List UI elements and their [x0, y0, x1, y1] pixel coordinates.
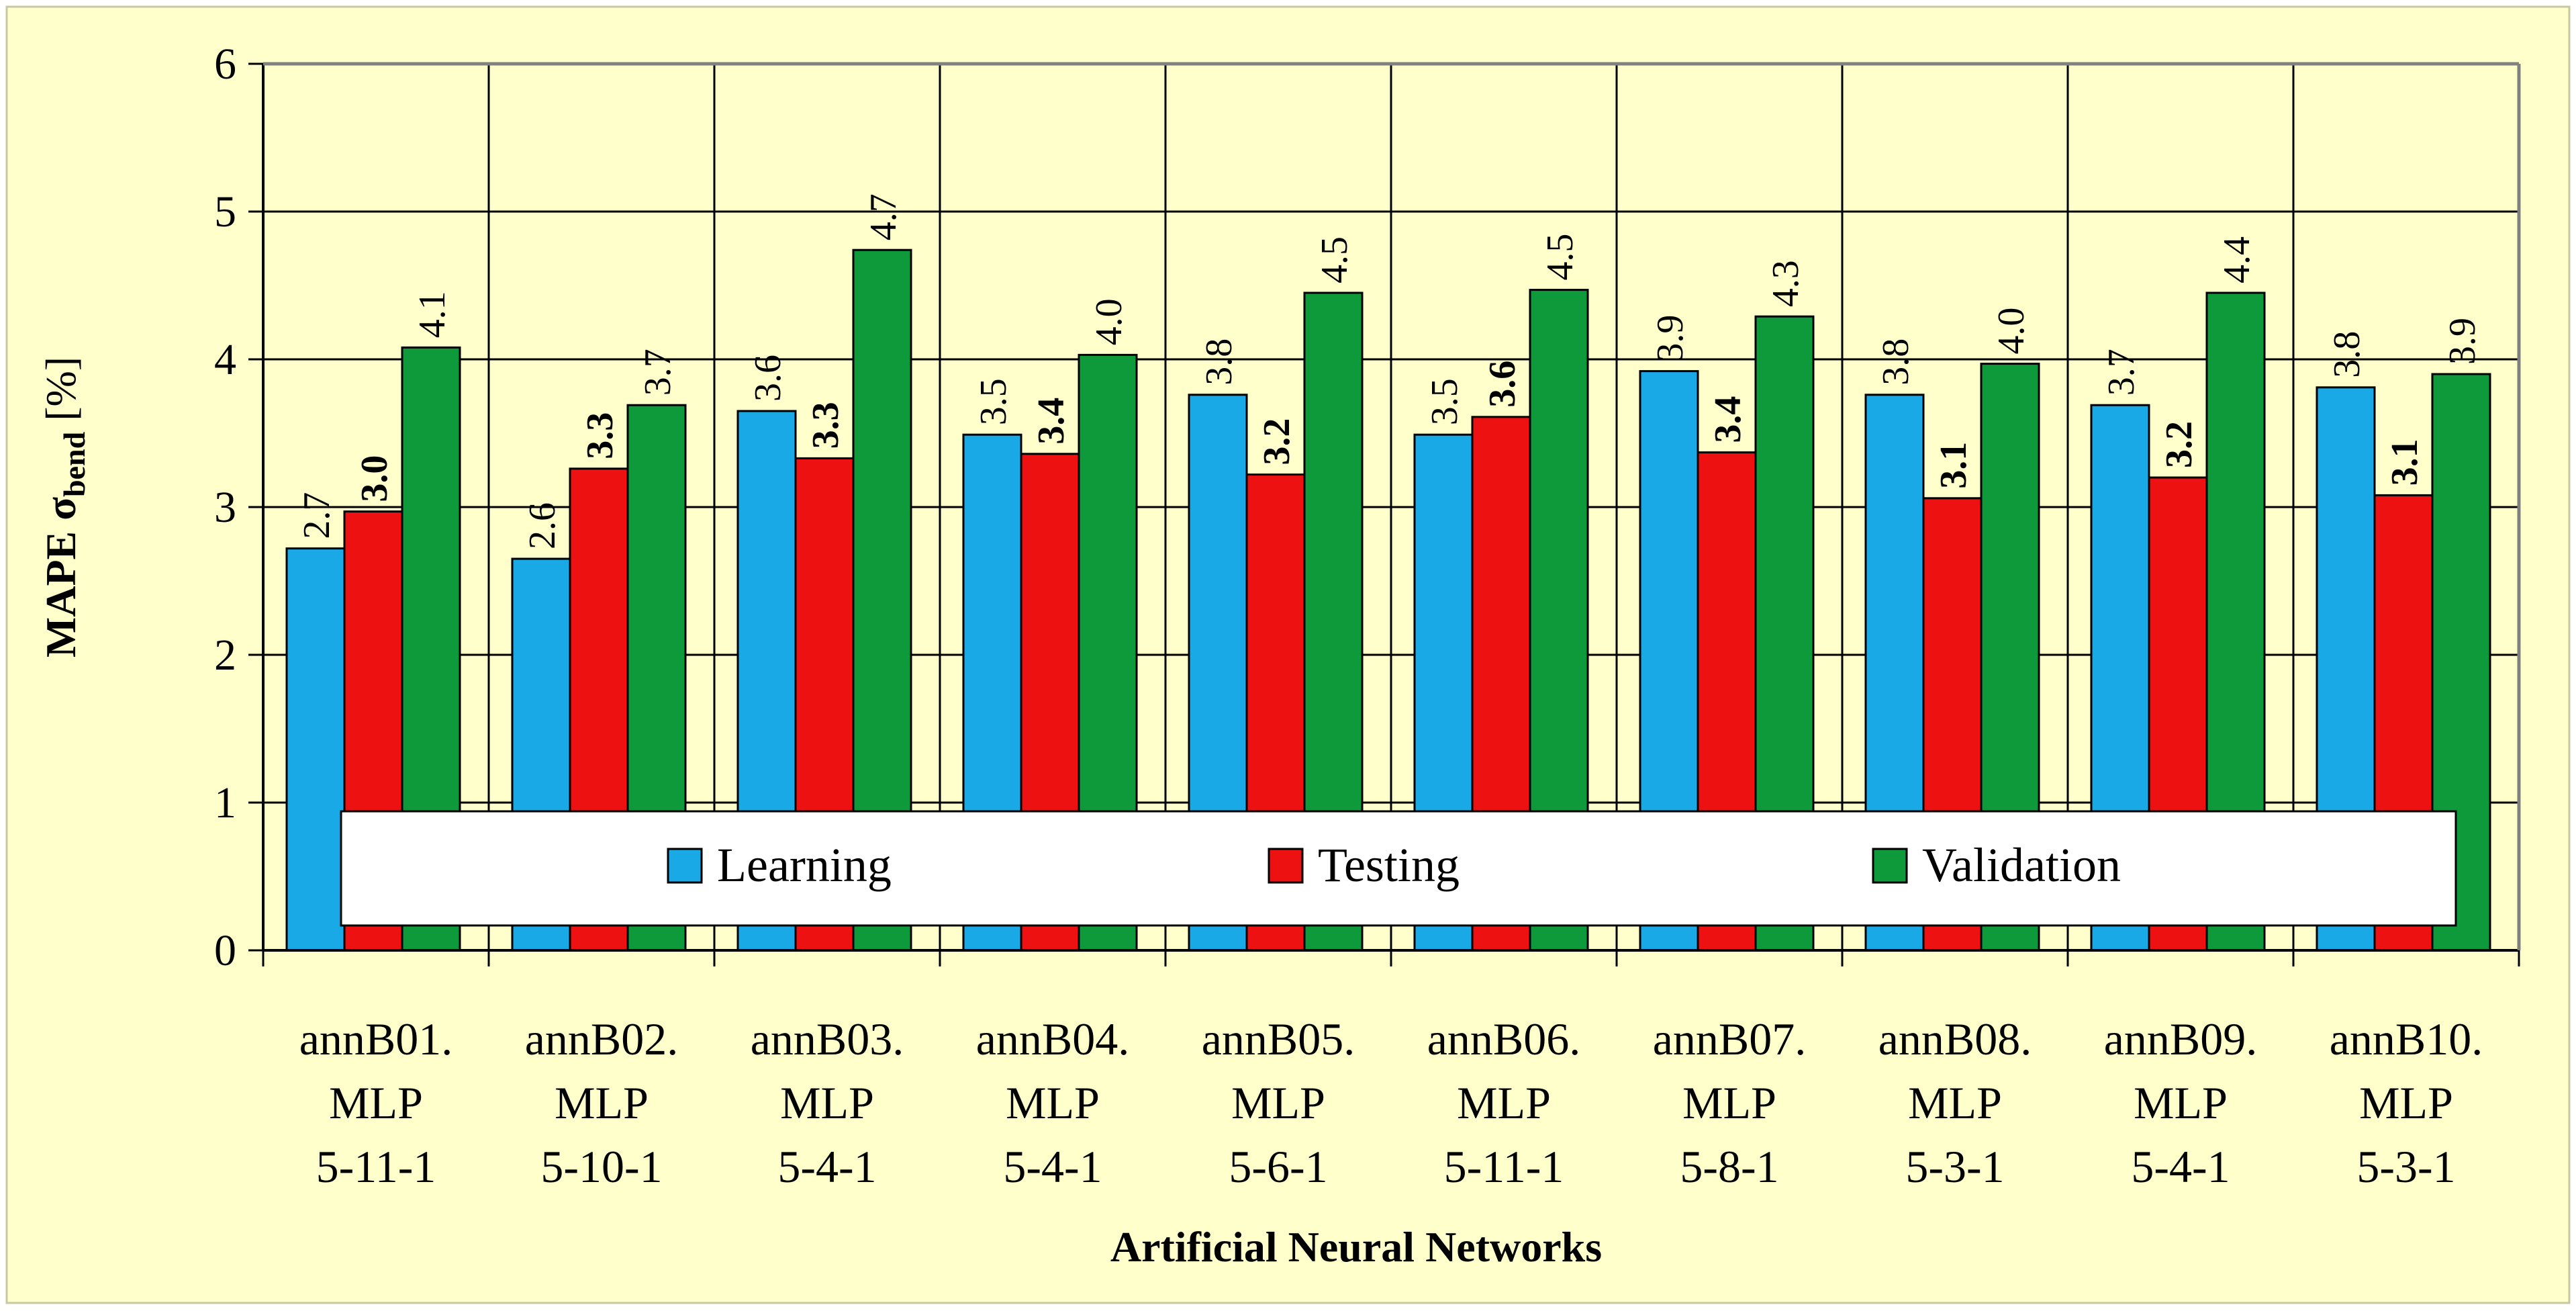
x-tick-label: annB08. [1878, 1013, 2032, 1065]
x-tick-label: MLP [780, 1077, 874, 1128]
data-label-learning: 3.6 [747, 355, 789, 402]
x-tick-label: 5-10-1 [540, 1141, 662, 1192]
data-label-testing: 3.3 [579, 412, 621, 459]
y-tick-label: 1 [214, 778, 236, 827]
data-label-validation: 4.0 [1088, 298, 1130, 345]
x-tick-label: MLP [2134, 1077, 2228, 1128]
x-tick-label: annB03. [751, 1013, 904, 1065]
y-tick-label: 0 [214, 926, 236, 975]
data-label-testing: 3.4 [1031, 398, 1072, 445]
data-label-testing: 3.4 [1707, 396, 1749, 443]
y-axis-title-main: MAPE σ [37, 497, 85, 658]
x-tick-label: MLP [1006, 1077, 1100, 1128]
data-label-testing: 3.0 [354, 455, 395, 502]
y-tick-label: 2 [214, 631, 236, 680]
y-axis-title-sub: bend [57, 431, 91, 497]
legend-swatch-validation [1872, 848, 1908, 884]
data-label-learning: 3.8 [1198, 338, 1240, 386]
x-tick-label: annB04. [976, 1013, 1130, 1065]
data-label-validation: 4.1 [412, 291, 453, 338]
y-axis-title: MAPE σbend [%] [37, 357, 91, 658]
data-label-validation: 4.7 [863, 193, 904, 240]
x-axis-ticks: annB01. MLP 5-11-1 annB02. MLP 5-10-1 annB03. M… [262, 950, 2520, 1192]
x-tick-label: 5-3-1 [2356, 1141, 2455, 1192]
data-label-testing: 3.1 [2384, 439, 2426, 486]
y-tick-label: 5 [214, 187, 236, 236]
data-label-testing: 3.3 [805, 402, 847, 449]
data-label-validation: 4.0 [1991, 308, 2032, 355]
y-axis-ticks: 0 1 2 3 4 5 6 [214, 40, 263, 975]
data-label-validation: 4.5 [1314, 236, 1355, 283]
x-tick-label: annB10. [2330, 1013, 2483, 1065]
data-label-learning: 3.8 [1875, 338, 1917, 386]
x-axis-title: Artificial Neural Networks [1110, 1223, 1602, 1271]
x-tick-label: 5-11-1 [316, 1141, 436, 1192]
bar-learning [285, 547, 346, 952]
y-tick-label: 6 [214, 40, 236, 89]
data-label-learning: 2.6 [522, 502, 563, 549]
x-tick-label: annB06. [1427, 1013, 1581, 1065]
x-tick-label: 5-3-1 [1905, 1141, 2004, 1192]
x-tick-label: MLP [1231, 1077, 1325, 1128]
data-label-testing: 3.2 [2158, 421, 2200, 468]
data-label-validation: 4.5 [1539, 234, 1581, 281]
data-label-learning: 3.8 [2326, 331, 2368, 378]
legend-label-learning: Learning [717, 838, 892, 892]
x-tick-label: MLP [1457, 1077, 1551, 1128]
data-label-testing: 3.2 [1256, 418, 1298, 465]
data-label-testing: 3.1 [1933, 442, 1974, 489]
x-tick-label: annB05. [1202, 1013, 1355, 1065]
y-tick-label: 4 [214, 335, 236, 384]
data-label-testing: 3.6 [1482, 361, 1523, 408]
x-tick-label: 5-6-1 [1229, 1141, 1327, 1192]
x-tick-label: 5-11-1 [1444, 1141, 1564, 1192]
x-tick-label: annB09. [2104, 1013, 2258, 1065]
x-tick-label: 5-4-1 [1003, 1141, 1102, 1192]
data-label-validation: 3.7 [637, 349, 679, 396]
data-label-validation: 4.3 [1765, 260, 1807, 307]
x-tick-label: MLP [1908, 1077, 2002, 1128]
data-label-learning: 3.9 [1650, 315, 1691, 362]
x-tick-label: MLP [1682, 1077, 1776, 1128]
data-labels: 2.7 3.0 4.1 2.6 3.3 3.7 3.6 3.3 4.7 3.5 3.4 4.0 3.8 3… [296, 193, 2483, 549]
data-label-learning: 2.7 [296, 492, 338, 539]
data-label-learning: 3.5 [973, 378, 1014, 425]
x-tick-label: 5-8-1 [1680, 1141, 1778, 1192]
x-tick-label: annB01. [299, 1013, 453, 1065]
legend-label-testing: Testing [1318, 838, 1460, 892]
legend-label-validation: Validation [1922, 838, 2121, 892]
x-tick-label: 5-4-1 [777, 1141, 876, 1192]
legend-swatch-testing [1268, 848, 1304, 884]
x-tick-label: MLP [555, 1077, 649, 1128]
y-axis-title-unit: [%] [37, 357, 85, 421]
x-tick-label: 5-4-1 [2131, 1141, 2230, 1192]
data-label-validation: 4.4 [2216, 236, 2258, 283]
y-tick-label: 3 [214, 483, 236, 532]
data-label-learning: 3.7 [2101, 349, 2142, 396]
legend-swatch-learning [667, 848, 703, 884]
x-tick-label: MLP [2359, 1077, 2453, 1128]
x-tick-label: MLP [329, 1077, 423, 1128]
data-label-learning: 3.5 [1424, 378, 1466, 425]
x-tick-label: annB02. [525, 1013, 679, 1065]
x-tick-label: annB07. [1653, 1013, 1807, 1065]
legend: Learning Testing Validation [340, 810, 2457, 927]
data-label-validation: 3.9 [2442, 318, 2483, 365]
